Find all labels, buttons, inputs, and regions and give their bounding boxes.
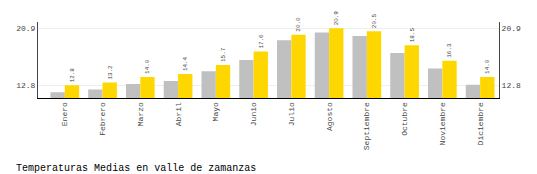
svg-text:20.5: 20.5 [371, 14, 378, 29]
svg-text:16.3: 16.3 [446, 43, 453, 58]
svg-text:Junio: Junio [249, 102, 258, 126]
svg-text:Enero: Enero [60, 102, 69, 126]
svg-text:17.6: 17.6 [258, 34, 265, 49]
svg-text:Temperaturas Medias en valle d: Temperaturas Medias en valle de zamanzas [16, 163, 256, 174]
svg-text:Mayo: Mayo [211, 102, 220, 121]
svg-text:13.2: 13.2 [107, 65, 114, 80]
svg-text:20.9: 20.9 [16, 24, 35, 33]
svg-text:Julio: Julio [287, 102, 296, 126]
svg-text:14.0: 14.0 [484, 59, 491, 74]
svg-text:18.5: 18.5 [409, 28, 416, 43]
svg-text:12.8: 12.8 [16, 81, 35, 90]
svg-text:12.8: 12.8 [502, 81, 521, 90]
svg-text:14.0: 14.0 [144, 59, 151, 74]
svg-text:12.8: 12.8 [69, 68, 76, 83]
svg-text:Octubre: Octubre [400, 102, 409, 136]
svg-text:14.4: 14.4 [182, 56, 189, 71]
svg-text:Febrero: Febrero [98, 102, 107, 136]
svg-text:Abril: Abril [174, 102, 183, 126]
svg-text:20.0: 20.0 [295, 17, 302, 32]
svg-text:20.9: 20.9 [333, 11, 340, 26]
svg-text:Marzo: Marzo [136, 102, 145, 126]
svg-text:Septiembre: Septiembre [362, 102, 371, 150]
svg-text:Agosto: Agosto [325, 102, 334, 131]
svg-text:20.9: 20.9 [502, 24, 521, 33]
svg-text:15.7: 15.7 [220, 47, 227, 62]
svg-text:Diciembre: Diciembre [476, 102, 485, 145]
svg-text:Noviembre: Noviembre [438, 102, 447, 145]
